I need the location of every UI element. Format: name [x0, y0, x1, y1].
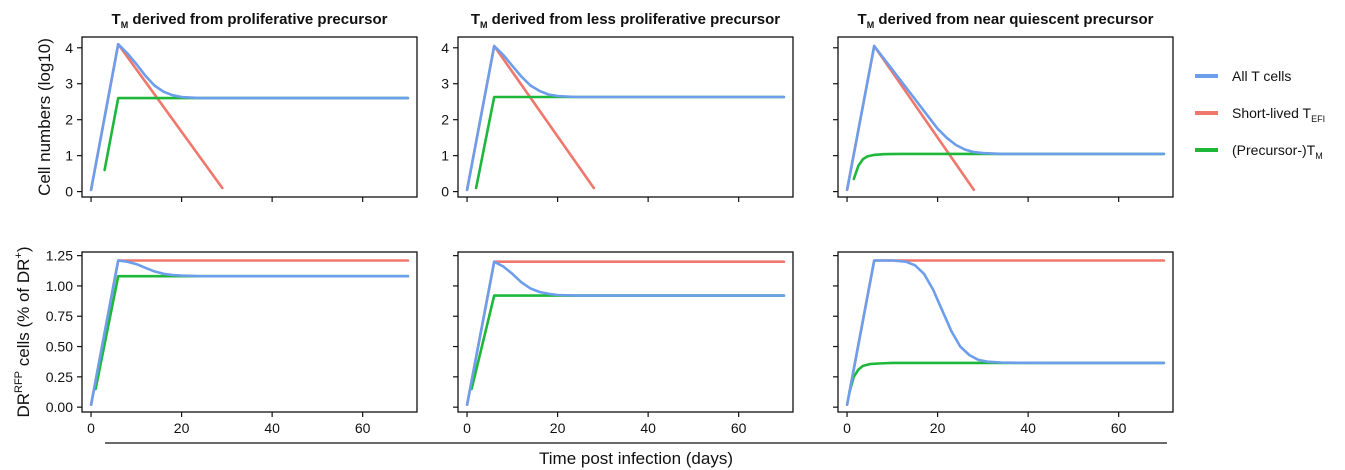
xtick-label: 60	[731, 420, 747, 436]
series-line-short	[89, 259, 410, 407]
panel-title: TM derived from proliferative precursor	[112, 11, 388, 30]
series-line-precursor	[474, 95, 786, 190]
legend-label-short: Short-lived TEFI	[1232, 105, 1325, 124]
xtick-label: 40	[264, 420, 280, 436]
ylabel-bottom: DRRFP cells (% of DR+)	[13, 246, 33, 417]
ytick-label: 0.50	[46, 339, 73, 355]
series-line-all	[89, 259, 410, 407]
legend: All T cells Short-lived TEFI (Precursor-…	[1195, 68, 1325, 161]
ytick-label: 3	[441, 76, 449, 92]
ytick-label: 2	[65, 112, 73, 128]
legend-item-short: Short-lived TEFI	[1195, 105, 1325, 124]
panel-2: 0 1 2 3 4 TM derived from less proliferative …	[441, 11, 794, 202]
ytick-label: 0.00	[46, 399, 73, 415]
ytick-label: 0.75	[46, 308, 73, 324]
xtick-label: 0	[87, 420, 95, 436]
ytick-label: 0	[65, 184, 73, 200]
series-line-all	[465, 44, 786, 192]
ytick-label: 4	[441, 40, 449, 56]
series-line-all	[845, 44, 1166, 192]
series-line-short	[465, 44, 596, 192]
ytick-label: 4	[65, 40, 73, 56]
series-line-precursor	[470, 294, 786, 391]
panel-1: 0 1 2 3 4 TM derived from proliferative precu…	[65, 11, 418, 202]
ytick-label: 2	[441, 112, 449, 128]
series-line-precursor	[94, 274, 410, 391]
series-line-short	[465, 260, 786, 407]
panel-frame	[837, 36, 1174, 198]
series-line-precursor	[847, 361, 1166, 394]
series-line-all	[89, 42, 410, 192]
ytick-label: 1	[441, 148, 449, 164]
xtick-label: 40	[640, 420, 656, 436]
panel-frame	[837, 251, 1174, 413]
panel-title: TM derived from near quiescent precursor	[858, 11, 1154, 30]
panel-3: TM derived from near quiescent precursor	[833, 11, 1174, 202]
panel-frame	[457, 251, 794, 413]
legend-item-precursor: (Precursor-)TM	[1195, 142, 1323, 161]
xtick-label: 0	[843, 420, 851, 436]
series-line-precursor	[103, 96, 410, 172]
ytick-label: 0	[441, 184, 449, 200]
panel-5: 0 20 40 60	[453, 251, 794, 436]
xtick-label: 60	[1111, 420, 1127, 436]
panel-6: 0 20 40 60	[833, 251, 1174, 436]
panel-4: 0.00 0.25 0.50 0.75 1.00 1.25 0 20 40 60	[46, 248, 418, 436]
ytick-label: 3	[65, 76, 73, 92]
series-line-short	[845, 44, 976, 192]
xtick-label: 40	[1020, 420, 1036, 436]
series-line-short	[89, 42, 224, 192]
series-line-short	[845, 259, 1166, 407]
series-line-precursor	[852, 152, 1166, 181]
xtick-label: 20	[930, 420, 946, 436]
xtick-label: 20	[174, 420, 190, 436]
xtick-label: 0	[463, 420, 471, 436]
panels: 0 1 2 3 4 TM derived from proliferative precu…	[46, 11, 1174, 436]
ytick-label: 1.25	[46, 248, 73, 264]
ytick-label: 0.25	[46, 369, 73, 385]
panel-frame	[81, 36, 418, 198]
xtick-label: 20	[550, 420, 566, 436]
legend-label-precursor: (Precursor-)TM	[1232, 142, 1323, 161]
ytick-label: 1.00	[46, 278, 73, 294]
panel-frame	[457, 36, 794, 198]
panel-frame	[81, 251, 418, 413]
legend-label-all: All T cells	[1232, 68, 1291, 84]
legend-item-all: All T cells	[1195, 68, 1291, 84]
shared-xlabel: Time post infection (days)	[539, 449, 733, 468]
ytick-label: 1	[65, 148, 73, 164]
panel-title: TM derived from less proliferative precu…	[471, 11, 780, 30]
xtick-label: 60	[355, 420, 371, 436]
ylabel-top: Cell numbers (log10)	[35, 38, 54, 196]
series-line-all	[845, 259, 1166, 407]
series-line-all	[465, 260, 786, 407]
